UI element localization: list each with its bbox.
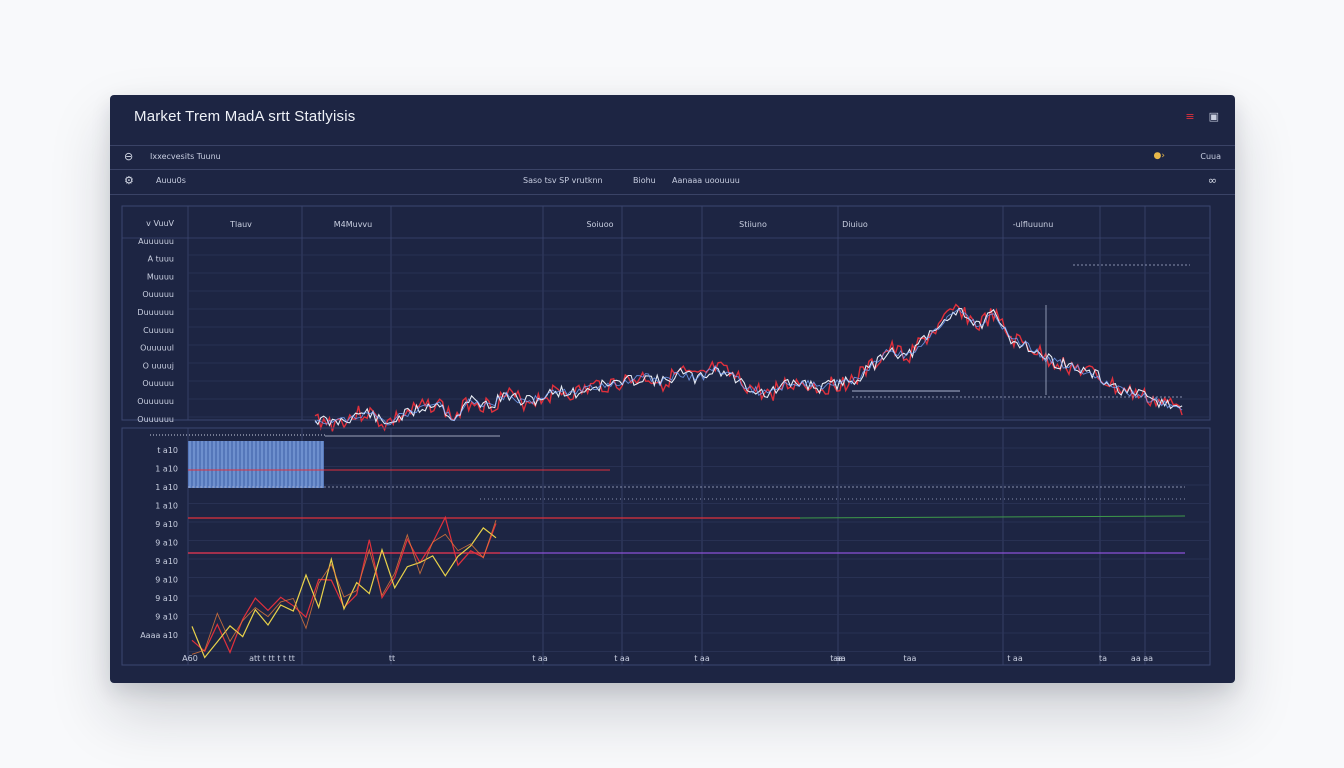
x-tick-label: ta bbox=[1099, 654, 1107, 663]
toolbar-top-label: Ixxecvesits Tuunu bbox=[150, 152, 221, 161]
histogram-block bbox=[188, 441, 324, 488]
toolbar-top: ⊖ Ixxecvesits Tuunu ●› Cuua bbox=[110, 145, 1235, 170]
x-tick-label: t aa bbox=[614, 654, 630, 663]
status-dot-icon: ●› bbox=[1153, 151, 1165, 161]
y-tick-label: 9 a10 bbox=[155, 576, 178, 585]
y-tick-label: 9 a10 bbox=[155, 520, 178, 529]
oscillation-line-yellow bbox=[191, 527, 497, 659]
legend-label: Cuuuuu bbox=[143, 326, 174, 335]
chart-window: Market Trem MadA srtt Statlyisis ≡ ▣ ⊖ I… bbox=[110, 95, 1235, 683]
restore-icon[interactable]: ▣ bbox=[1208, 110, 1219, 123]
x-tick-label: t aa bbox=[830, 654, 846, 663]
filter-label-1[interactable]: Saso tsv SP vrutknn bbox=[523, 176, 603, 185]
logo-icon[interactable]: ⊖ bbox=[124, 150, 134, 163]
y-tick-label: 9 a10 bbox=[155, 557, 178, 566]
lower-plot-frame bbox=[121, 427, 1211, 666]
filter-label-3[interactable]: Aanaaa uoouuuu bbox=[672, 176, 740, 185]
toolbar-filters: ⚙ Auuu0s Saso tsv SP vrutknn Biohu Aanaa… bbox=[110, 169, 1235, 195]
series-line-blue bbox=[314, 308, 1183, 426]
x-tick-label: t aa bbox=[532, 654, 548, 663]
y-tick-label: 1 a10 bbox=[155, 502, 178, 511]
legend-label: Ouuuuuu bbox=[137, 415, 174, 424]
toolbar-filters-label: Auuu0s bbox=[156, 176, 186, 185]
chart-area: Tlauv M4Muvvu Soiuoo Stiiuno Diuiuo -ulfluuun… bbox=[121, 205, 1211, 666]
column-header: M4Muvvu bbox=[334, 220, 373, 229]
x-tick-label: A60 bbox=[182, 654, 198, 663]
series-line-red bbox=[314, 303, 1183, 432]
legend-label: Auuuuuu bbox=[138, 237, 174, 246]
oscillation-line-orange bbox=[191, 520, 497, 655]
y-tick-label: 1 a10 bbox=[155, 465, 178, 474]
link-icon[interactable]: ∞ bbox=[1207, 174, 1217, 187]
legend-label: Ouuuuu bbox=[142, 290, 174, 299]
legend-label: Ouuuuul bbox=[140, 344, 174, 353]
legend-label: A tuuu bbox=[148, 255, 174, 264]
menu-icon[interactable]: ≡ bbox=[1185, 110, 1195, 123]
x-tick-label: att t tt t t tt bbox=[249, 654, 295, 663]
x-tick-label: taa bbox=[904, 654, 917, 663]
column-header: Stiiuno bbox=[739, 220, 767, 229]
legend-label: Duuuuuu bbox=[137, 308, 174, 317]
level-line-green bbox=[799, 515, 1186, 519]
column-header: Soiuoo bbox=[586, 220, 613, 229]
legend-label: v VuuV bbox=[146, 219, 174, 228]
x-tick-label: t aa bbox=[694, 654, 710, 663]
x-tick-label: t aa bbox=[1007, 654, 1023, 663]
window-controls: ≡ ▣ bbox=[1185, 111, 1219, 123]
column-header: Diuiuo bbox=[842, 220, 868, 229]
y-tick-label: 9 a10 bbox=[155, 594, 178, 603]
column-header: Tlauv bbox=[229, 220, 252, 229]
filter-label-2[interactable]: Biohu bbox=[633, 176, 656, 185]
y-tick-label: Aaaa a10 bbox=[140, 631, 178, 640]
legend-label: O uuuuj bbox=[143, 361, 174, 370]
window-title: Market Trem MadA srtt Statlyisis bbox=[134, 108, 356, 125]
y-tick-label: t a10 bbox=[157, 446, 178, 455]
legend-label: Ouuuuu bbox=[142, 379, 174, 388]
gear-icon[interactable]: ⚙ bbox=[124, 174, 134, 187]
column-header: -ulfluuunu bbox=[1013, 220, 1054, 229]
x-tick-label: tt bbox=[389, 654, 395, 663]
x-tick-label: aa bbox=[833, 654, 843, 663]
legend-label: Muuuu bbox=[147, 272, 174, 281]
x-tick-label: aa aa bbox=[1131, 654, 1153, 663]
series-line-white bbox=[314, 307, 1183, 427]
y-tick-label: 9 a10 bbox=[155, 613, 178, 622]
y-tick-label: 9 a10 bbox=[155, 539, 178, 548]
toolbar-top-right-label[interactable]: Cuua bbox=[1200, 152, 1221, 161]
y-tick-label: 1 a10 bbox=[155, 483, 178, 492]
legend-label: Ouuuuuu bbox=[137, 397, 174, 406]
